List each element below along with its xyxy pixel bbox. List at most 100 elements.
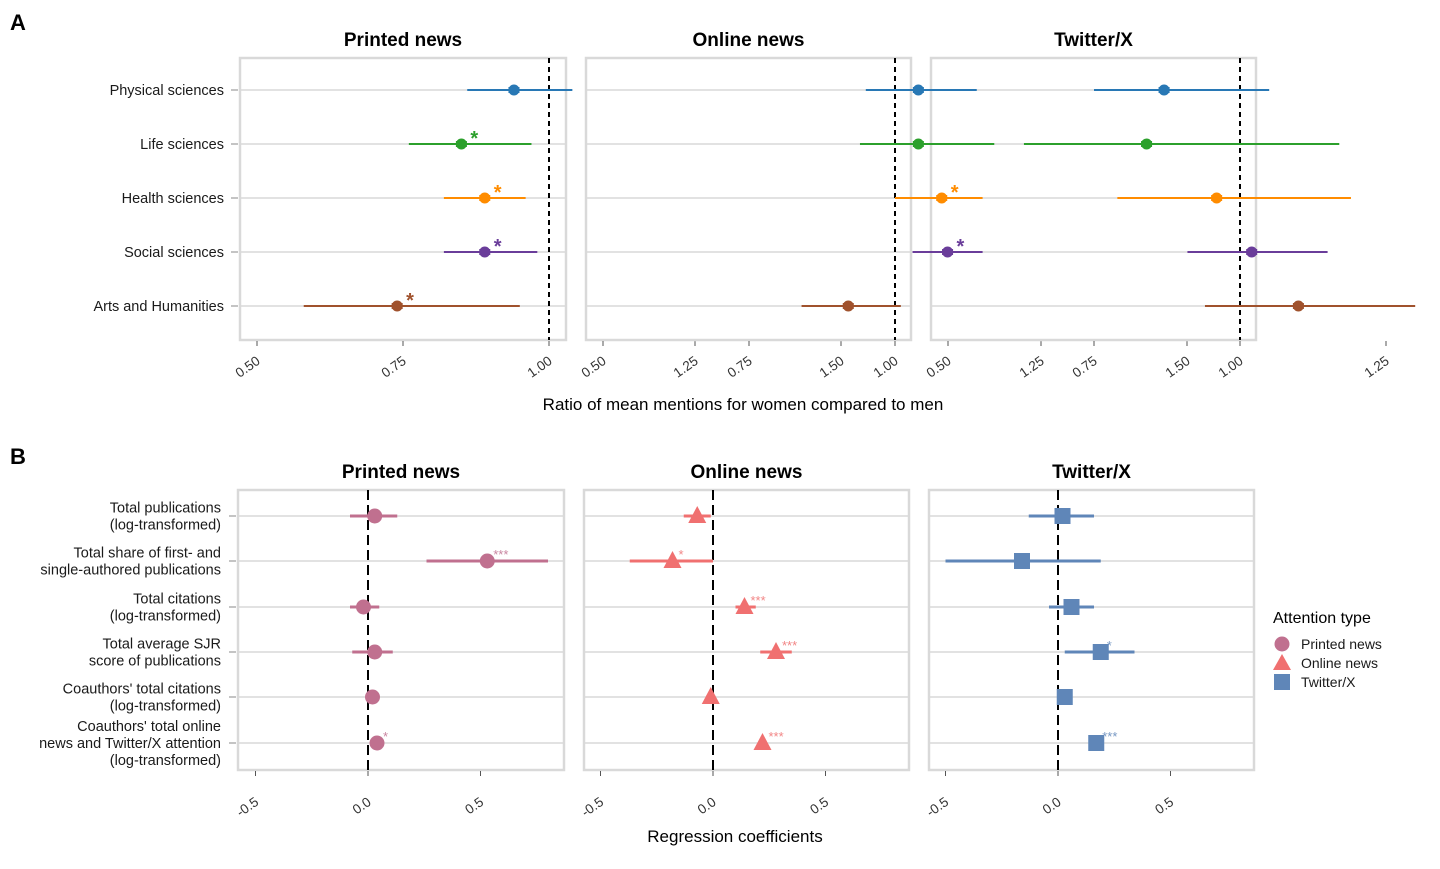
estimate-point-cap [1211, 195, 1223, 201]
x-tick-label: 0.5 [1152, 794, 1176, 817]
estimate-point [1014, 553, 1030, 569]
significance-label: * [679, 547, 684, 562]
y-category-label: (log-transformed) [110, 699, 221, 715]
estimate-point [367, 644, 383, 660]
significance-label: * [406, 290, 414, 312]
estimate-point-cap [1292, 303, 1304, 309]
x-tick-label: 1.25 [1362, 353, 1392, 380]
estimate-point [767, 642, 785, 659]
facet-panel-A-1: Online news 0.50 0.75 1.00 1.25 1.50 [579, 30, 1193, 381]
y-category-label: Social sciences [124, 245, 224, 261]
x-tick-label: -0.5 [579, 794, 607, 820]
estimate-point-cap [479, 195, 491, 201]
y-category-label: Life sciences [140, 137, 224, 153]
x-tick-label: 1.50 [1163, 353, 1193, 380]
y-category-label: Arts and Humanities [93, 299, 224, 315]
legend-key-circle [1274, 636, 1290, 652]
significance-label: * [957, 236, 965, 258]
panel-frame [236, 488, 566, 772]
y-category-label: (log-transformed) [110, 518, 221, 534]
legend-key-triangle [1273, 654, 1291, 670]
facet-panel-B-1: Online news -0.5 0.0 0.5 [579, 462, 911, 820]
estimate-point-cap [842, 303, 854, 309]
significance-label: *** [751, 593, 766, 608]
estimate-point [369, 735, 385, 751]
estimate-point [663, 551, 682, 568]
panel-frame [927, 488, 1256, 772]
significance-label: * [951, 182, 959, 204]
legend-title: Attention type [1273, 610, 1371, 627]
x-tick-label: 1.00 [525, 353, 555, 380]
legend-label: Twitter/X [1301, 674, 1356, 690]
y-category-label: (log-transformed) [110, 753, 221, 769]
x-tick-label: 0.0 [695, 794, 719, 817]
x-tick-label: 1.00 [871, 353, 901, 380]
estimate-point [1063, 599, 1080, 615]
x-tick-label: 0.5 [462, 794, 486, 817]
x-tick-label: -0.5 [234, 794, 262, 820]
x-tick-label: 1.00 [1216, 353, 1246, 380]
estimate-point [365, 689, 380, 705]
x-axis-title-A: Ratio of mean mentions for women compare… [543, 395, 944, 414]
estimate-point [701, 687, 720, 704]
panel-frame [582, 488, 911, 772]
estimate-point-cap [391, 303, 403, 309]
facet-panel-B-2: Twitter/X -0.5 0.0 0.5 [924, 462, 1256, 820]
x-tick-label: 1.50 [817, 353, 847, 380]
estimate-point-cap [1246, 249, 1258, 255]
x-tick-label: 0.50 [924, 353, 954, 380]
significance-label: * [494, 182, 502, 204]
estimate-point [1092, 644, 1109, 660]
estimate-point-cap [942, 249, 954, 255]
estimate-point [1056, 689, 1073, 705]
facet-title: Printed news [342, 462, 460, 483]
significance-label: * [470, 128, 478, 150]
facet-title: Online news [693, 30, 805, 51]
panel-letter-A: A [10, 10, 26, 35]
x-tick-label: 1.25 [1017, 353, 1047, 380]
estimate-point-cap [455, 141, 467, 147]
panel-letter-B: B [10, 444, 26, 469]
y-category-label: Total share of first- and [74, 546, 222, 562]
facet-title: Printed news [344, 30, 462, 51]
x-tick-label: 0.50 [233, 353, 263, 380]
legend: Attention type Printed news Online news Twi… [1273, 610, 1382, 690]
significance-label: * [494, 236, 502, 258]
facet-title: Twitter/X [1054, 30, 1133, 51]
x-tick-label: 0.5 [807, 794, 831, 817]
x-axis-title-B: Regression coefficients [647, 827, 822, 846]
y-category-label: (log-transformed) [110, 609, 221, 625]
estimate-point [735, 597, 754, 614]
x-tick-label: 1.25 [671, 353, 701, 380]
significance-label: *** [782, 638, 797, 653]
legend-label: Online news [1301, 655, 1378, 671]
x-tick-label: 0.0 [350, 794, 374, 817]
significance-label: * [383, 729, 388, 744]
estimate-point-cap [1141, 141, 1153, 147]
estimate-point [1088, 735, 1105, 751]
facet-title: Twitter/X [1052, 462, 1131, 483]
x-tick-label: 0.75 [379, 353, 409, 380]
significance-label: *** [493, 547, 508, 562]
x-tick-label: 0.50 [579, 353, 609, 380]
y-category-label: Coauthors' total citations [63, 682, 221, 698]
y-category-label: single-authored publications [40, 563, 221, 579]
estimate-point-cap [479, 249, 491, 255]
y-category-label: Physical sciences [110, 83, 224, 99]
legend-label: Printed news [1301, 636, 1382, 652]
estimate-point-cap [508, 87, 520, 93]
significance-label: *** [1102, 729, 1117, 744]
estimate-point-cap [912, 87, 924, 93]
y-category-label: score of publications [89, 654, 221, 670]
estimate-point-cap [1158, 87, 1170, 93]
estimate-point-cap [936, 195, 948, 201]
facet-panel-B-0: Printed news -0.5 0.0 0.5 [234, 462, 566, 820]
y-category-label: Total average SJR [103, 637, 221, 653]
y-category-label: Total citations [133, 592, 221, 608]
facet-title: Online news [691, 462, 803, 483]
estimate-point [753, 733, 772, 750]
facet-panel-A-2: Twitter/X 0.50 0.75 1.00 1.25 1.50 [924, 30, 1392, 381]
y-category-label: Health sciences [122, 191, 224, 207]
